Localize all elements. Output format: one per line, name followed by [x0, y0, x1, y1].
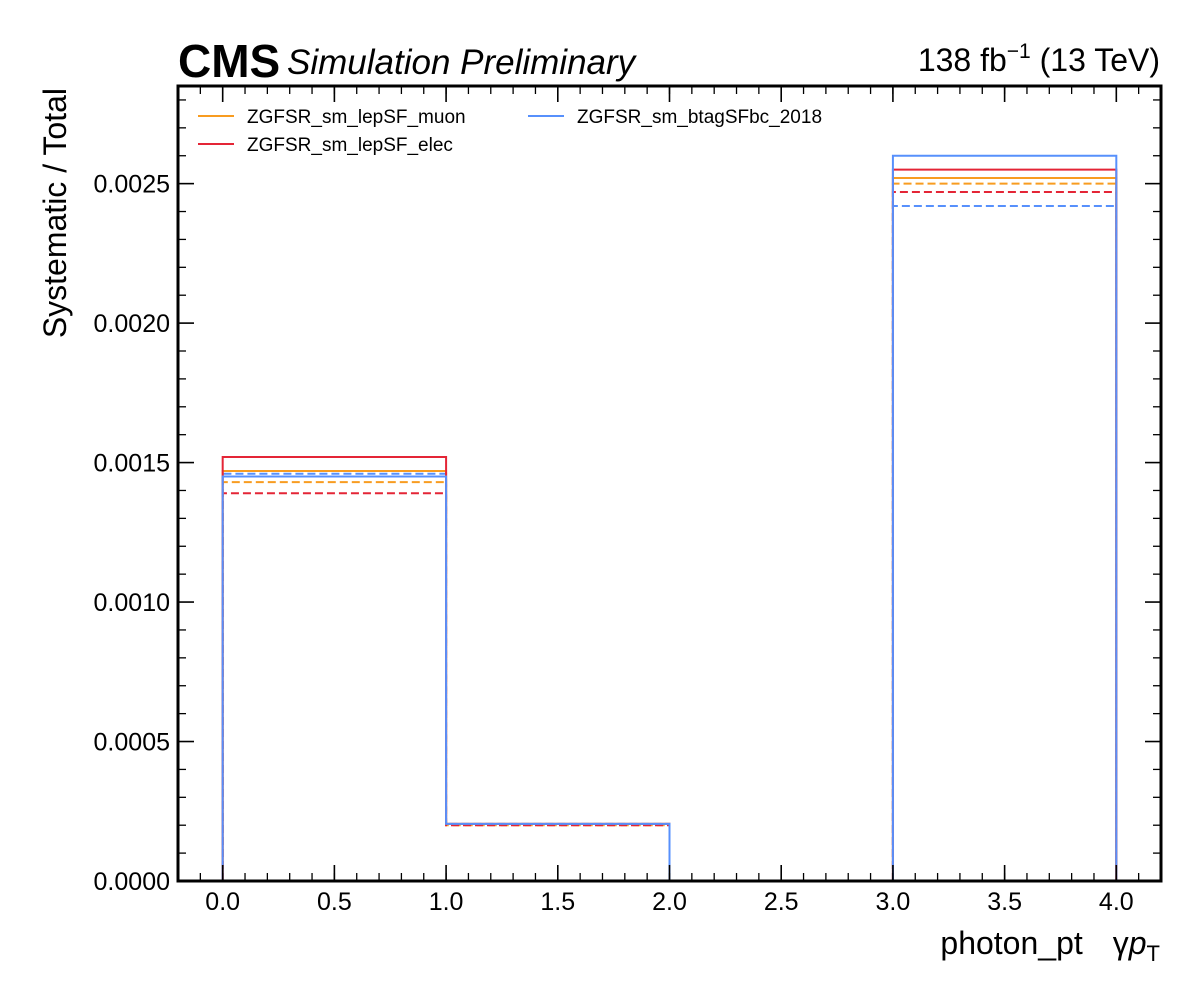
y-tick-label: 0.0010: [94, 589, 170, 617]
series-2-up-line: [221, 154, 1118, 881]
x-axis-symbol-prefix: γ: [1113, 925, 1129, 961]
x-tick-label: 4.0: [1099, 888, 1134, 916]
x-tick-label: 1.5: [540, 888, 575, 916]
legend-label: ZGFSR_sm_lepSF_muon: [247, 107, 466, 128]
cms-label: CMS: [178, 35, 280, 87]
x-axis-symbol-p: p: [1128, 925, 1147, 961]
x-tick-label: 3.5: [987, 888, 1022, 916]
y-tick-label: 0.0020: [94, 310, 170, 338]
series-2-down-line: [221, 204, 1118, 881]
series-0-down-line: [221, 182, 1118, 881]
x-tick-label: 2.0: [652, 888, 687, 916]
x-axis: 0.0 0.5 1.0 1.5 2.0 2.5 3.0 3.5 4.0: [199, 86, 1140, 916]
series-1-down-line: [221, 191, 1118, 881]
legend: ZGFSR_sm_lepSF_muon ZGFSR_sm_lepSF_elec ZG…: [198, 107, 822, 156]
series-1-up-line: [221, 168, 1118, 881]
plot-area: [221, 154, 1118, 881]
series-0-up-line: [221, 177, 1118, 881]
energy-label: (13 TeV): [1031, 42, 1160, 78]
x-axis-title: photon_pt γpT: [940, 925, 1160, 966]
x-tick-label: 3.0: [876, 888, 911, 916]
plot-frame: [176, 84, 1163, 883]
lumi-exponent: −1: [1007, 40, 1031, 63]
y-tick-label: 0.0005: [94, 729, 170, 757]
legend-label: ZGFSR_sm_lepSF_elec: [247, 135, 453, 156]
x-tick-label: 1.0: [429, 888, 464, 916]
lumi-value: 138 fb: [918, 42, 1007, 78]
x-tick-label: 0.5: [317, 888, 352, 916]
lumi-label: 138 fb−1 (13 TeV): [918, 40, 1160, 78]
x-tick-label: 0.0: [205, 888, 240, 916]
y-tick-label: 0.0015: [94, 450, 170, 478]
status-label: Simulation Preliminary: [287, 43, 638, 82]
x-tick-label: 2.5: [764, 888, 799, 916]
legend-label: ZGFSR_sm_btagSFbc_2018: [577, 107, 822, 128]
x-axis-variable: photon_pt: [940, 925, 1082, 961]
y-tick-label: 0.0000: [94, 868, 170, 896]
y-tick-label: 0.0025: [94, 171, 170, 199]
x-axis-symbol-sub: T: [1147, 941, 1160, 966]
y-axis: 0.0000 0.0005 0.0010 0.0015 0.0020 0.0025: [94, 99, 1161, 896]
y-axis-title: Systematic / Total: [37, 88, 73, 338]
